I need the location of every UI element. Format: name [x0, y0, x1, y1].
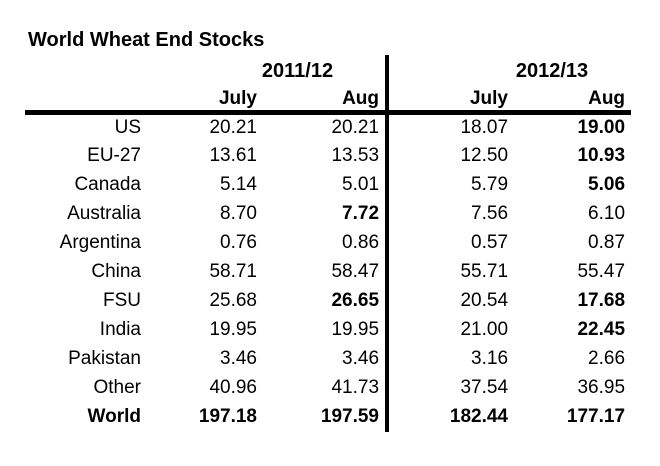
- value-cell: 8.70: [220, 203, 257, 224]
- table-row-world: World 197.18 197.59 182.44 177.17: [25, 402, 631, 432]
- value-cell: 26.65: [331, 290, 380, 311]
- row-label: China: [91, 261, 141, 282]
- value-cell: 20.21: [209, 117, 257, 139]
- row-label: Other: [93, 377, 141, 398]
- year-group-label: 2011/12: [261, 60, 334, 82]
- table-row-fsu: FSU 25.68 26.65 20.54 17.68: [25, 286, 631, 316]
- value-cell: 21.00: [385, 315, 515, 345]
- value-cell: 58.71: [209, 261, 257, 282]
- value-cell: 36.95: [577, 377, 626, 398]
- value-cell: 10.93: [577, 145, 626, 166]
- table-row-argentina: Argentina 0.76 0.86 0.57 0.87: [25, 228, 631, 258]
- value-cell: 197.18: [198, 406, 257, 427]
- year-group-header-2012-13: 2012/13: [385, 55, 632, 88]
- row-label: Argentina: [59, 232, 141, 253]
- value-cell: 5.79: [385, 170, 515, 200]
- value-cell: 25.68: [209, 290, 257, 311]
- value-cell: 58.47: [331, 261, 380, 282]
- corner-spacer: [25, 88, 150, 115]
- value-cell: 6.10: [588, 203, 626, 224]
- corner-spacer: [25, 55, 150, 88]
- wheat-end-stocks-table: 2011/12 2012/13 July Aug July Aug US 20.…: [25, 55, 632, 432]
- row-label: World: [87, 406, 141, 427]
- row-label: EU-27: [87, 145, 141, 166]
- value-cell: 13.53: [331, 145, 380, 166]
- value-cell: 20.54: [385, 286, 515, 316]
- value-cell: 55.71: [385, 257, 515, 287]
- value-cell: 37.54: [385, 373, 515, 403]
- value-cell: 20.21: [331, 117, 380, 139]
- value-cell: 19.95: [209, 319, 257, 340]
- value-cell: 18.07: [385, 112, 515, 142]
- table-row-eu27: EU-27 13.61 13.53 12.50 10.93: [25, 141, 631, 171]
- value-cell: 0.87: [588, 232, 626, 253]
- year-group-label: 2012/13: [515, 60, 589, 82]
- value-cell: 19.00: [577, 117, 626, 139]
- value-cell: 7.72: [342, 203, 380, 224]
- table-row-pakistan: Pakistan 3.46 3.46 3.16 2.66: [25, 344, 631, 374]
- row-label: India: [99, 319, 141, 340]
- month-column-header: July: [150, 88, 263, 115]
- row-label: US: [114, 117, 141, 139]
- value-cell: 55.47: [577, 261, 626, 282]
- value-cell: 5.06: [588, 174, 626, 195]
- value-cell: 5.14: [220, 174, 257, 195]
- value-cell: 177.17: [566, 406, 626, 427]
- year-group-header-row: 2011/12 2012/13: [25, 55, 632, 88]
- page-title: World Wheat End Stocks: [28, 29, 265, 51]
- value-cell: 0.86: [342, 232, 380, 253]
- value-cell: 5.01: [342, 174, 380, 195]
- row-label: Canada: [74, 174, 141, 195]
- table-row-australia: Australia 8.70 7.72 7.56 6.10: [25, 199, 631, 229]
- value-cell: 0.76: [220, 232, 257, 253]
- table-row-us: US 20.21 20.21 18.07 19.00: [25, 112, 631, 142]
- month-column-header: Aug: [263, 88, 388, 115]
- value-cell: 3.16: [385, 344, 515, 374]
- month-header-row: July Aug July Aug: [25, 88, 632, 115]
- table-row-canada: Canada 5.14 5.01 5.79 5.06: [25, 170, 631, 200]
- month-column-header: Aug: [514, 88, 632, 115]
- row-label: Australia: [67, 203, 141, 224]
- value-cell: 197.59: [320, 406, 380, 427]
- table-row-india: India 19.95 19.95 21.00 22.45: [25, 315, 631, 345]
- value-cell: 0.57: [385, 228, 515, 258]
- row-label: FSU: [103, 290, 141, 311]
- value-cell: 2.66: [588, 348, 626, 369]
- value-cell: 182.44: [385, 402, 515, 432]
- year-group-header-2011-12: 2011/12: [150, 55, 387, 88]
- table-row-china: China 58.71 58.47 55.71 55.47: [25, 257, 631, 287]
- month-column-header: July: [385, 88, 515, 115]
- value-cell: 13.61: [209, 145, 257, 166]
- value-cell: 22.45: [577, 319, 626, 340]
- row-label: Pakistan: [68, 348, 141, 369]
- value-cell: 19.95: [331, 319, 380, 340]
- value-cell: 7.56: [385, 199, 515, 229]
- value-cell: 17.68: [577, 290, 626, 311]
- table-row-other: Other 40.96 41.73 37.54 36.95: [25, 373, 631, 403]
- value-cell: 3.46: [220, 348, 257, 369]
- value-cell: 3.46: [342, 348, 380, 369]
- wheat-end-stocks-report: World Wheat End Stocks 2011/12 2012/13 J…: [25, 28, 632, 432]
- value-cell: 12.50: [385, 141, 515, 171]
- value-cell: 41.73: [331, 377, 380, 398]
- value-cell: 40.96: [209, 377, 257, 398]
